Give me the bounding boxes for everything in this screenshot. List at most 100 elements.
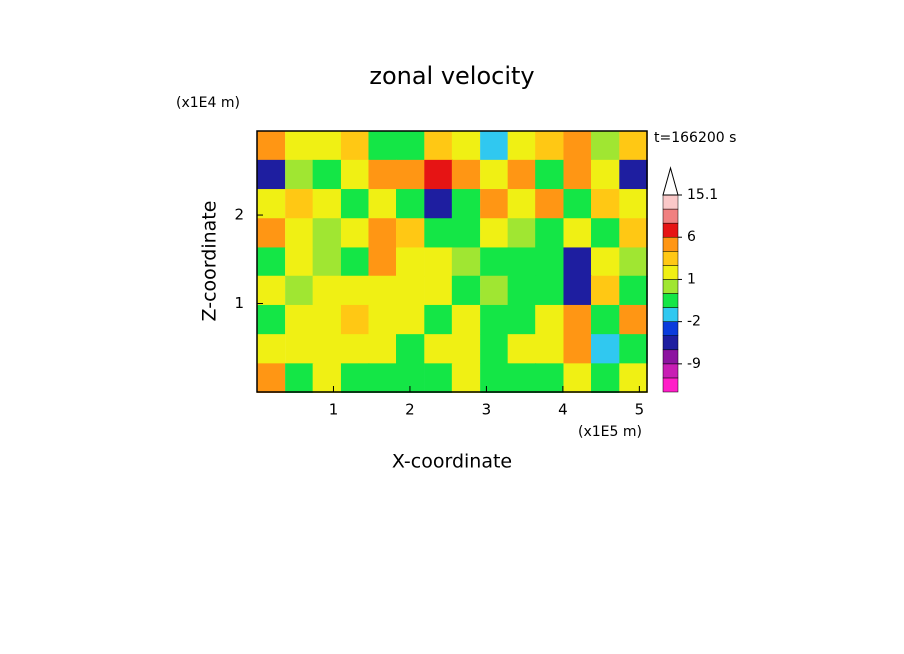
field-cell xyxy=(256,304,286,335)
field-cell xyxy=(507,218,537,248)
x-tick-label: 5 xyxy=(635,401,645,419)
field-cell xyxy=(507,189,537,219)
time-label: t=166200 s xyxy=(654,130,736,146)
plot-frame xyxy=(256,130,648,393)
chart-title: zonal velocity xyxy=(369,62,534,90)
field-cell xyxy=(451,363,481,393)
field-cell xyxy=(507,275,537,306)
field-cell xyxy=(619,218,648,248)
field-cell xyxy=(451,159,481,190)
field-cell xyxy=(619,159,648,190)
field-cell xyxy=(256,275,286,306)
field-cell xyxy=(591,130,620,161)
field-cell xyxy=(396,304,425,335)
colorbar-bin xyxy=(662,349,679,365)
field-cell xyxy=(285,159,314,190)
field-cell xyxy=(563,363,592,393)
colorbar-bin xyxy=(662,335,679,351)
field-cell xyxy=(256,159,286,190)
x-axis-label: X-coordinate xyxy=(392,451,512,473)
colorbar-bin xyxy=(662,208,679,224)
field-cell xyxy=(451,247,481,278)
field-cell xyxy=(368,275,397,306)
field-cell xyxy=(480,363,509,393)
field-cell xyxy=(535,218,564,248)
field-cell xyxy=(312,304,342,335)
field-cell xyxy=(563,247,592,278)
field-cell xyxy=(591,218,620,248)
colorbar-bin xyxy=(662,363,679,379)
colorbar-bin xyxy=(662,222,679,238)
field-cell xyxy=(285,334,314,364)
field-cell xyxy=(535,189,564,219)
field-cell xyxy=(312,189,342,219)
field-cell xyxy=(340,218,370,248)
field-cell xyxy=(256,247,286,278)
field-cell xyxy=(591,189,620,219)
field-cell xyxy=(424,218,453,248)
field-cell xyxy=(451,304,481,335)
field-cell xyxy=(619,275,648,306)
field-cell xyxy=(619,247,648,278)
field-cell xyxy=(312,218,342,248)
field-cell xyxy=(340,304,370,335)
field-cell xyxy=(535,304,564,335)
field-cell xyxy=(368,334,397,364)
field-cell xyxy=(368,304,397,335)
field-cell xyxy=(451,275,481,306)
colorbar-bin xyxy=(662,251,679,266)
field-cell xyxy=(285,247,314,278)
field-cell xyxy=(340,275,370,306)
field-cell xyxy=(396,189,425,219)
field-cell xyxy=(312,159,342,190)
field-cell xyxy=(480,275,509,306)
field-cell xyxy=(424,363,453,393)
field-cell xyxy=(368,218,397,248)
field-cell xyxy=(451,334,481,364)
field-cell xyxy=(424,304,453,335)
field-cell xyxy=(285,275,314,306)
field-cell xyxy=(480,218,509,248)
field-cell xyxy=(340,363,370,393)
field-cell xyxy=(591,304,620,335)
field-cell xyxy=(507,363,537,393)
field-cell xyxy=(368,130,397,161)
field-cell xyxy=(619,130,648,161)
x-tick-label: 4 xyxy=(558,401,568,419)
y-axis-label: Z-coordinate xyxy=(199,201,221,322)
field-cell xyxy=(480,159,509,190)
field-cell xyxy=(256,130,286,161)
field-cell xyxy=(619,189,648,219)
field-cell xyxy=(312,363,342,393)
field-cell xyxy=(507,159,537,190)
field-cell xyxy=(285,304,314,335)
field-cell xyxy=(480,304,509,335)
colorbar-label: 1 xyxy=(687,271,696,287)
field-cell xyxy=(424,189,453,219)
field-cell xyxy=(285,189,314,219)
field-cell xyxy=(256,218,286,248)
colorbar-label: -9 xyxy=(687,356,701,372)
field-cell xyxy=(591,334,620,364)
field-cell xyxy=(424,247,453,278)
field-cell xyxy=(591,159,620,190)
colorbar-label: 15.1 xyxy=(687,187,718,203)
colorbar-bin xyxy=(662,194,679,210)
field-cell xyxy=(396,247,425,278)
field-cell xyxy=(535,363,564,393)
field-cell xyxy=(451,218,481,248)
field-cell xyxy=(619,304,648,335)
field-cell xyxy=(591,247,620,278)
field xyxy=(256,130,648,393)
field-cell xyxy=(396,130,425,161)
field-cell xyxy=(285,363,314,393)
field-cell xyxy=(535,275,564,306)
field-cell xyxy=(451,130,481,161)
field-cell xyxy=(480,189,509,219)
field-cell xyxy=(480,334,509,364)
field-cell xyxy=(312,275,342,306)
field-cell xyxy=(535,159,564,190)
field-cell xyxy=(563,159,592,190)
field-cell xyxy=(256,189,286,219)
field-cell xyxy=(507,334,537,364)
